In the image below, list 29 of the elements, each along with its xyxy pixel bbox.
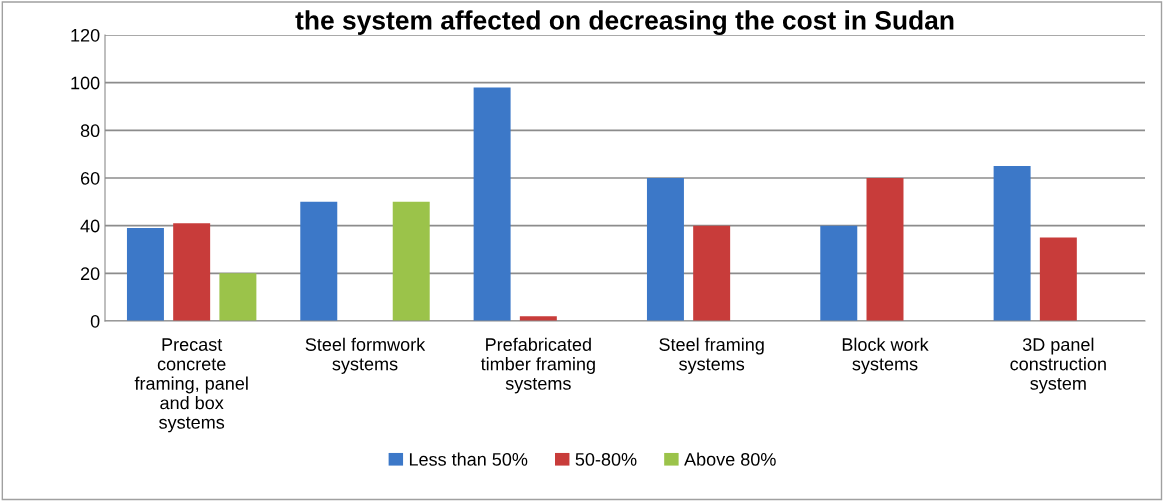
bar xyxy=(1039,237,1077,321)
bar xyxy=(219,273,257,321)
bar xyxy=(300,201,338,321)
x-tick-label: Steel formwork systems xyxy=(305,337,426,374)
bar xyxy=(392,201,430,321)
x-tick-label: Prefabricated timber framing systems xyxy=(480,337,595,394)
bar xyxy=(993,166,1031,321)
bar xyxy=(866,178,904,321)
x-tick-label: Precast concrete framing, panel and box systems xyxy=(134,338,248,433)
bar xyxy=(693,225,731,321)
bar xyxy=(820,225,858,321)
y-tick-label: 20 xyxy=(80,267,100,281)
chart-title: the system affected on decreasing the cost in Sudan xyxy=(295,10,954,35)
x-tick-label: Block work systems xyxy=(842,337,929,374)
bar xyxy=(473,87,511,321)
legend-label: Above 80% xyxy=(684,452,776,466)
y-tick-label: 0 xyxy=(90,314,100,328)
bar xyxy=(173,223,211,321)
x-tick-label: 3D panel construction system xyxy=(1010,337,1106,394)
legend-label: Less than 50% xyxy=(409,452,528,466)
y-tick-label: 80 xyxy=(80,124,100,138)
x-tick-label: Steel framing systems xyxy=(659,337,764,374)
bar xyxy=(646,178,684,321)
y-tick-label: 100 xyxy=(71,76,100,90)
y-tick-label: 40 xyxy=(80,219,100,233)
bar xyxy=(126,228,164,321)
legend-label: 50-80% xyxy=(575,452,637,466)
y-tick-label: 60 xyxy=(80,171,100,185)
y-tick-label: 120 xyxy=(71,28,100,42)
